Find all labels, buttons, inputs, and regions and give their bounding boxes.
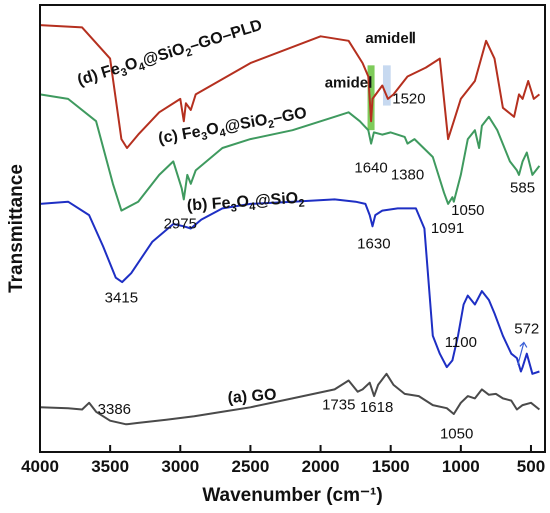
x-tick-label-4000: 4000 — [21, 457, 59, 476]
x-tick-label-1500: 1500 — [372, 457, 410, 476]
series-labels: (d) Fe3O4@SiO2–GO–PLD (c) Fe3O4@SiO2–GO (b… — [75, 17, 308, 407]
series-line-c — [39, 93, 541, 212]
peak-label-1520-10: 1520 — [392, 90, 425, 107]
series-label-a: (a) GO — [227, 386, 277, 406]
peak-label-1050-6: 1050 — [451, 202, 484, 219]
peak-label-572-8: 572 — [514, 321, 539, 338]
x-tick-label-3000: 3000 — [161, 457, 199, 476]
peak-label-2975-1: 2975 — [164, 216, 197, 233]
series-label-d: (d) Fe3O4@SiO2–GO–PLD — [75, 17, 265, 92]
x-axis-title: Wavenumber (cm⁻¹) — [202, 485, 382, 506]
x-tick-label-3500: 3500 — [91, 457, 129, 476]
highlight-band-1 — [382, 65, 391, 106]
peak-arrow-572 — [517, 341, 528, 365]
peak-label-1735-12: 1735 — [322, 397, 355, 414]
series-label-b: (b) Fe3O4@SiO2 — [186, 189, 305, 217]
x-tick-label-2000: 2000 — [302, 457, 340, 476]
x-tick-label-500: 500 — [517, 457, 545, 476]
peak-label-1380-4: 1380 — [391, 166, 424, 183]
peak-label-585-7: 585 — [510, 180, 535, 197]
highlight-band-0 — [367, 65, 375, 131]
highlight-bands — [367, 65, 391, 131]
amide-label-0: amideⅠ — [325, 75, 373, 92]
series-group — [39, 24, 541, 426]
peak-label-3415-0: 3415 — [105, 289, 138, 306]
peak-label-1050-14: 1050 — [440, 426, 473, 443]
series-label-c: (c) Fe3O4@SiO2–GO — [157, 105, 309, 151]
peak-label-3386-11: 3386 — [98, 401, 131, 418]
x-tick-label-2500: 2500 — [232, 457, 270, 476]
peak-label-1100-9: 1100 — [445, 334, 477, 351]
peak-label-1630-2: 1630 — [357, 236, 390, 253]
peak-label-1618-13: 1618 — [360, 399, 393, 416]
peak-label-1091-5: 1091 — [431, 220, 464, 237]
y-axis-title: Transmittance — [6, 164, 27, 293]
amide-label-1: amideⅡ — [365, 30, 416, 47]
series-line-d — [39, 24, 541, 149]
x-axis-ticks: 4000 3500 3000 2500 2000 1500 1000 500 — [21, 445, 545, 476]
series-line-a — [39, 372, 541, 426]
peak-label-1640-3: 1640 — [354, 160, 387, 177]
x-tick-label-1000: 1000 — [442, 457, 480, 476]
plot-frame — [39, 4, 546, 453]
series-line-b — [39, 198, 540, 375]
